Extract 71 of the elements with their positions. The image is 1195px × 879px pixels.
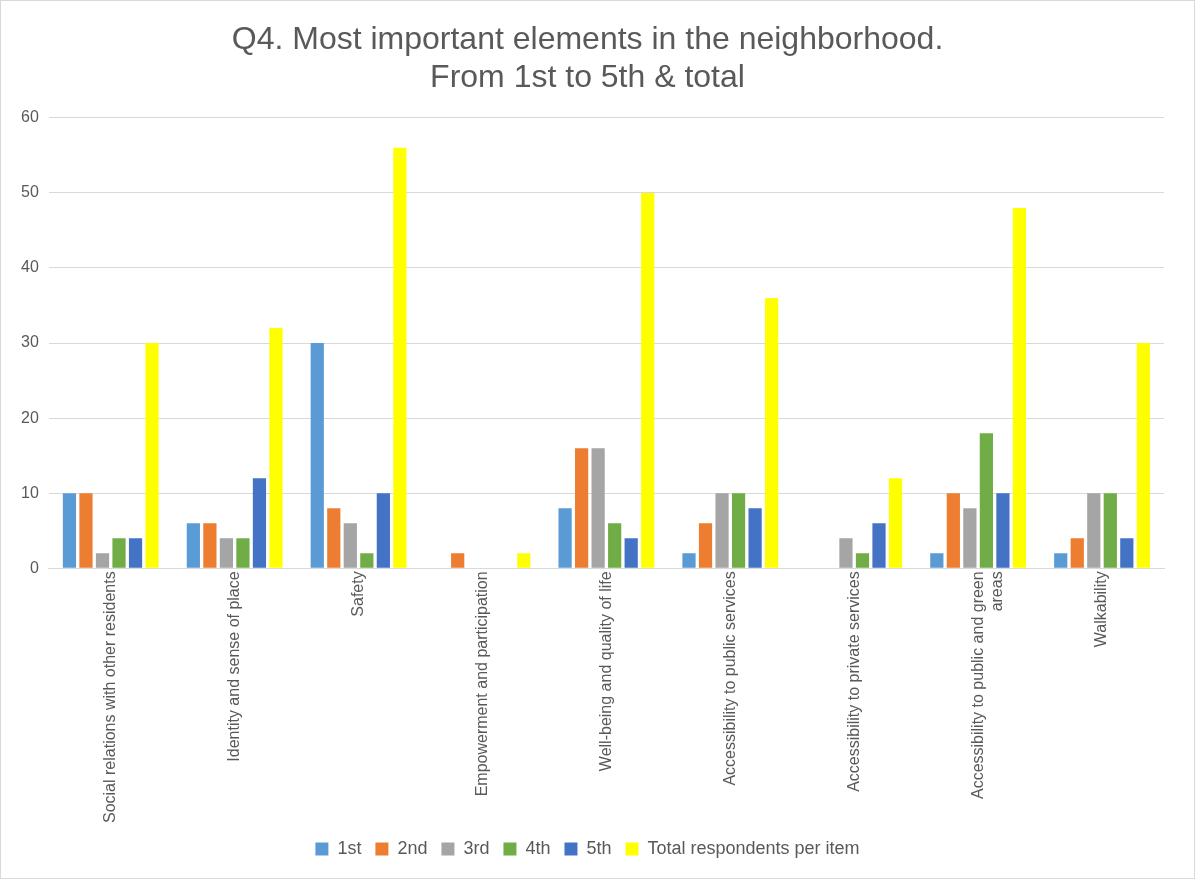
bar: [1070, 538, 1084, 568]
y-tick-label: 10: [21, 483, 39, 501]
bar: [979, 433, 993, 568]
bar: [839, 538, 853, 568]
x-tick-label: Walkability: [1092, 571, 1110, 648]
bar: [310, 343, 324, 568]
bar: [996, 493, 1010, 568]
bar: [765, 298, 779, 568]
legend-label: 4th: [525, 837, 551, 858]
bar: [946, 493, 960, 568]
bar: [236, 538, 250, 568]
legend-label: 3rd: [463, 837, 490, 858]
bar: [376, 493, 390, 568]
bar: [393, 147, 407, 568]
bar: [128, 538, 143, 568]
y-tick-label: 0: [29, 558, 39, 576]
bar: [95, 553, 110, 568]
bar: [930, 553, 944, 568]
bar: [591, 448, 605, 568]
bar: [203, 523, 217, 568]
bar: [1012, 207, 1027, 568]
bar: [608, 523, 622, 568]
y-tick-label: 20: [21, 408, 39, 426]
x-tick-label: Identity and sense of place: [225, 571, 243, 762]
bar: [731, 493, 746, 568]
bar: [872, 523, 886, 568]
chart-title: Q4. Most important elements in the neighborhood. From 1st to 5th & total: [231, 20, 944, 95]
bar: [186, 523, 200, 568]
bar: [269, 328, 283, 568]
legend-label: 1st: [337, 837, 362, 858]
x-tick-label: Accessibility to private services: [844, 571, 862, 792]
bar: [558, 508, 572, 568]
bar: [641, 192, 655, 568]
bar: [888, 478, 903, 568]
bar: [624, 538, 638, 568]
bar: [219, 538, 234, 568]
y-tick-label: 40: [21, 258, 39, 276]
legend-label: 5th: [586, 837, 612, 858]
x-tick-label: Empowerment and participation: [472, 571, 490, 797]
bar: [343, 523, 357, 568]
bar: [145, 343, 159, 568]
legend-label: 2nd: [397, 837, 428, 858]
bar: [682, 553, 696, 568]
x-tick-label: Accessibility to public and green areas: [968, 571, 1005, 800]
y-tick-label: 60: [21, 108, 39, 126]
bar: [748, 508, 762, 568]
bar: [62, 493, 77, 568]
bar: [698, 523, 713, 568]
bar: [451, 553, 465, 568]
x-tick-label: Well-being and quality of life: [596, 571, 614, 772]
bar: [963, 508, 977, 568]
x-tick-label: Accessibility to public services: [720, 571, 738, 786]
bar: [1087, 493, 1101, 568]
bar: [575, 448, 589, 568]
y-tick-label: 50: [21, 183, 39, 201]
bar: [855, 553, 870, 568]
x-tick-label: Social relations with other residents: [101, 571, 119, 824]
y-tick-label: 30: [21, 333, 39, 351]
bar: [1103, 493, 1117, 568]
bar: [517, 553, 531, 568]
bar: [1054, 553, 1068, 568]
bar: [112, 538, 126, 568]
x-tick-label: Safety: [348, 571, 366, 617]
bar: [79, 493, 93, 568]
bar: [1120, 538, 1134, 568]
bar: [327, 508, 341, 568]
legend-label: Total respondents per item: [647, 837, 860, 858]
bar: [252, 478, 267, 568]
bar: [360, 553, 374, 568]
bar: [715, 493, 729, 568]
bar: [1136, 343, 1150, 568]
